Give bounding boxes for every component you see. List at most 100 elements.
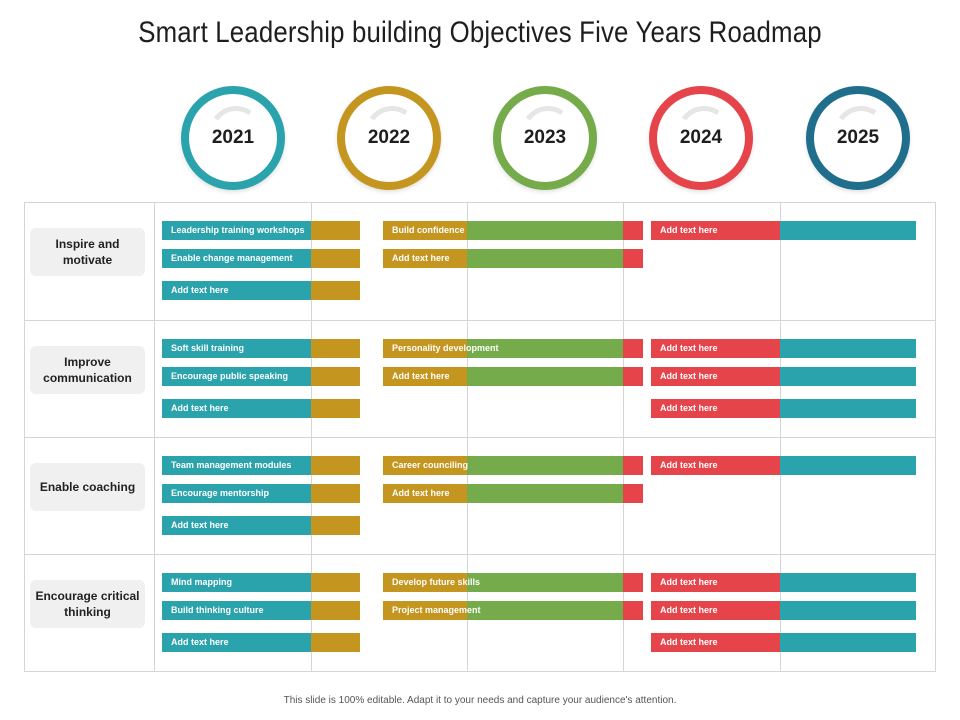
objective-label: Improve communication [30,346,145,394]
roadmap-bar: Mind mapping [162,573,360,592]
roadmap-bar: Add text here [651,633,916,652]
roadmap-bar: Add text here [162,633,360,652]
bar-segment [651,601,780,620]
bar-label: Enable change management [171,253,293,263]
bar-segment [623,249,643,268]
year-circle-2024: 2024 [649,86,753,190]
roadmap-bar: Career counciling [383,456,643,475]
bar-segment [651,367,780,386]
grid-row-divider [24,437,936,438]
bar-label: Project management [392,605,481,615]
roadmap-bar: Build confidence [383,221,643,240]
bar-label: Build thinking culture [171,605,264,615]
bar-label: Add text here [392,253,450,263]
bar-segment [651,456,780,475]
bar-label: Soft skill training [171,343,245,353]
bar-segment [467,339,623,358]
roadmap-bar: Personality development [383,339,643,358]
roadmap-bar: Add text here [162,281,360,300]
year-circle-2022: 2022 [337,86,441,190]
bar-segment [467,367,623,386]
bar-segment [383,249,467,268]
bar-label: Add text here [660,371,718,381]
bar-segment [651,399,780,418]
bar-segment [780,221,916,240]
bar-label: Add text here [660,577,718,587]
bar-segment [467,221,623,240]
bar-segment [651,633,780,652]
grid-row-divider [24,320,936,321]
bar-label: Add text here [660,343,718,353]
bar-segment [780,573,916,592]
bar-segment [383,601,467,620]
bar-segment [467,484,623,503]
year-circle-2025: 2025 [806,86,910,190]
page-title: Smart Leadership building Objectives Fiv… [138,16,822,49]
year-circle-2021: 2021 [181,86,285,190]
year-circle-2023: 2023 [493,86,597,190]
roadmap-bar: Encourage public speaking [162,367,360,386]
roadmap-bar: Enable change management [162,249,360,268]
bar-label: Add text here [171,637,229,647]
bar-segment [311,516,360,535]
bar-label: Mind mapping [171,577,232,587]
bar-label: Add text here [660,460,718,470]
bar-segment [162,249,311,268]
bar-label: Add text here [392,488,450,498]
bar-segment [623,339,643,358]
bar-label: Add text here [171,285,229,295]
roadmap-bar: Develop future skills [383,573,643,592]
objective-label: Enable coaching [30,463,145,511]
roadmap-bar: Add text here [651,573,916,592]
bar-label: Add text here [660,605,718,615]
bar-segment [467,573,623,592]
roadmap-bar: Add text here [383,249,643,268]
bar-segment [623,484,643,503]
roadmap-bar: Add text here [651,601,916,620]
year-label: 2021 [211,127,255,148]
bar-label: Add text here [660,403,718,413]
bar-segment [651,221,780,240]
bar-segment [162,516,311,535]
bar-segment [780,367,916,386]
roadmap-bar: Add text here [383,367,643,386]
objective-label: Encourage critical thinking [30,580,145,628]
roadmap-bar: Encourage mentorship [162,484,360,503]
bar-segment [311,281,360,300]
bar-label: Develop future skills [392,577,481,587]
footer-note: This slide is 100% editable. Adapt it to… [283,695,677,706]
bar-segment [383,221,467,240]
bar-segment [162,339,311,358]
bar-segment [383,339,467,358]
bar-segment [383,573,467,592]
bar-segment [383,367,467,386]
bar-segment [311,221,360,240]
grid-row-divider [24,554,936,555]
bar-segment [162,399,311,418]
bar-segment [623,573,643,592]
bar-label: Encourage mentorship [171,488,270,498]
bar-segment [162,367,311,386]
roadmap-bar: Project management [383,601,643,620]
bar-segment [311,601,360,620]
bar-segment [651,339,780,358]
bar-segment [623,367,643,386]
bar-label: Add text here [171,403,229,413]
bar-segment [383,456,467,475]
roadmap-bar: Add text here [651,221,916,240]
bar-segment [780,456,916,475]
roadmap-bar: Add text here [651,399,916,418]
roadmap-bar: Add text here [162,516,360,535]
bar-segment [467,249,623,268]
bar-segment [311,456,360,475]
bar-segment [311,633,360,652]
bar-segment [162,456,311,475]
bar-label: Add text here [660,225,718,235]
bar-segment [162,601,311,620]
roadmap-bar: Soft skill training [162,339,360,358]
bar-label: Build confidence [392,225,465,235]
bar-segment [311,249,360,268]
bar-segment [162,633,311,652]
year-label: 2025 [836,127,880,148]
bar-label: Add text here [660,637,718,647]
